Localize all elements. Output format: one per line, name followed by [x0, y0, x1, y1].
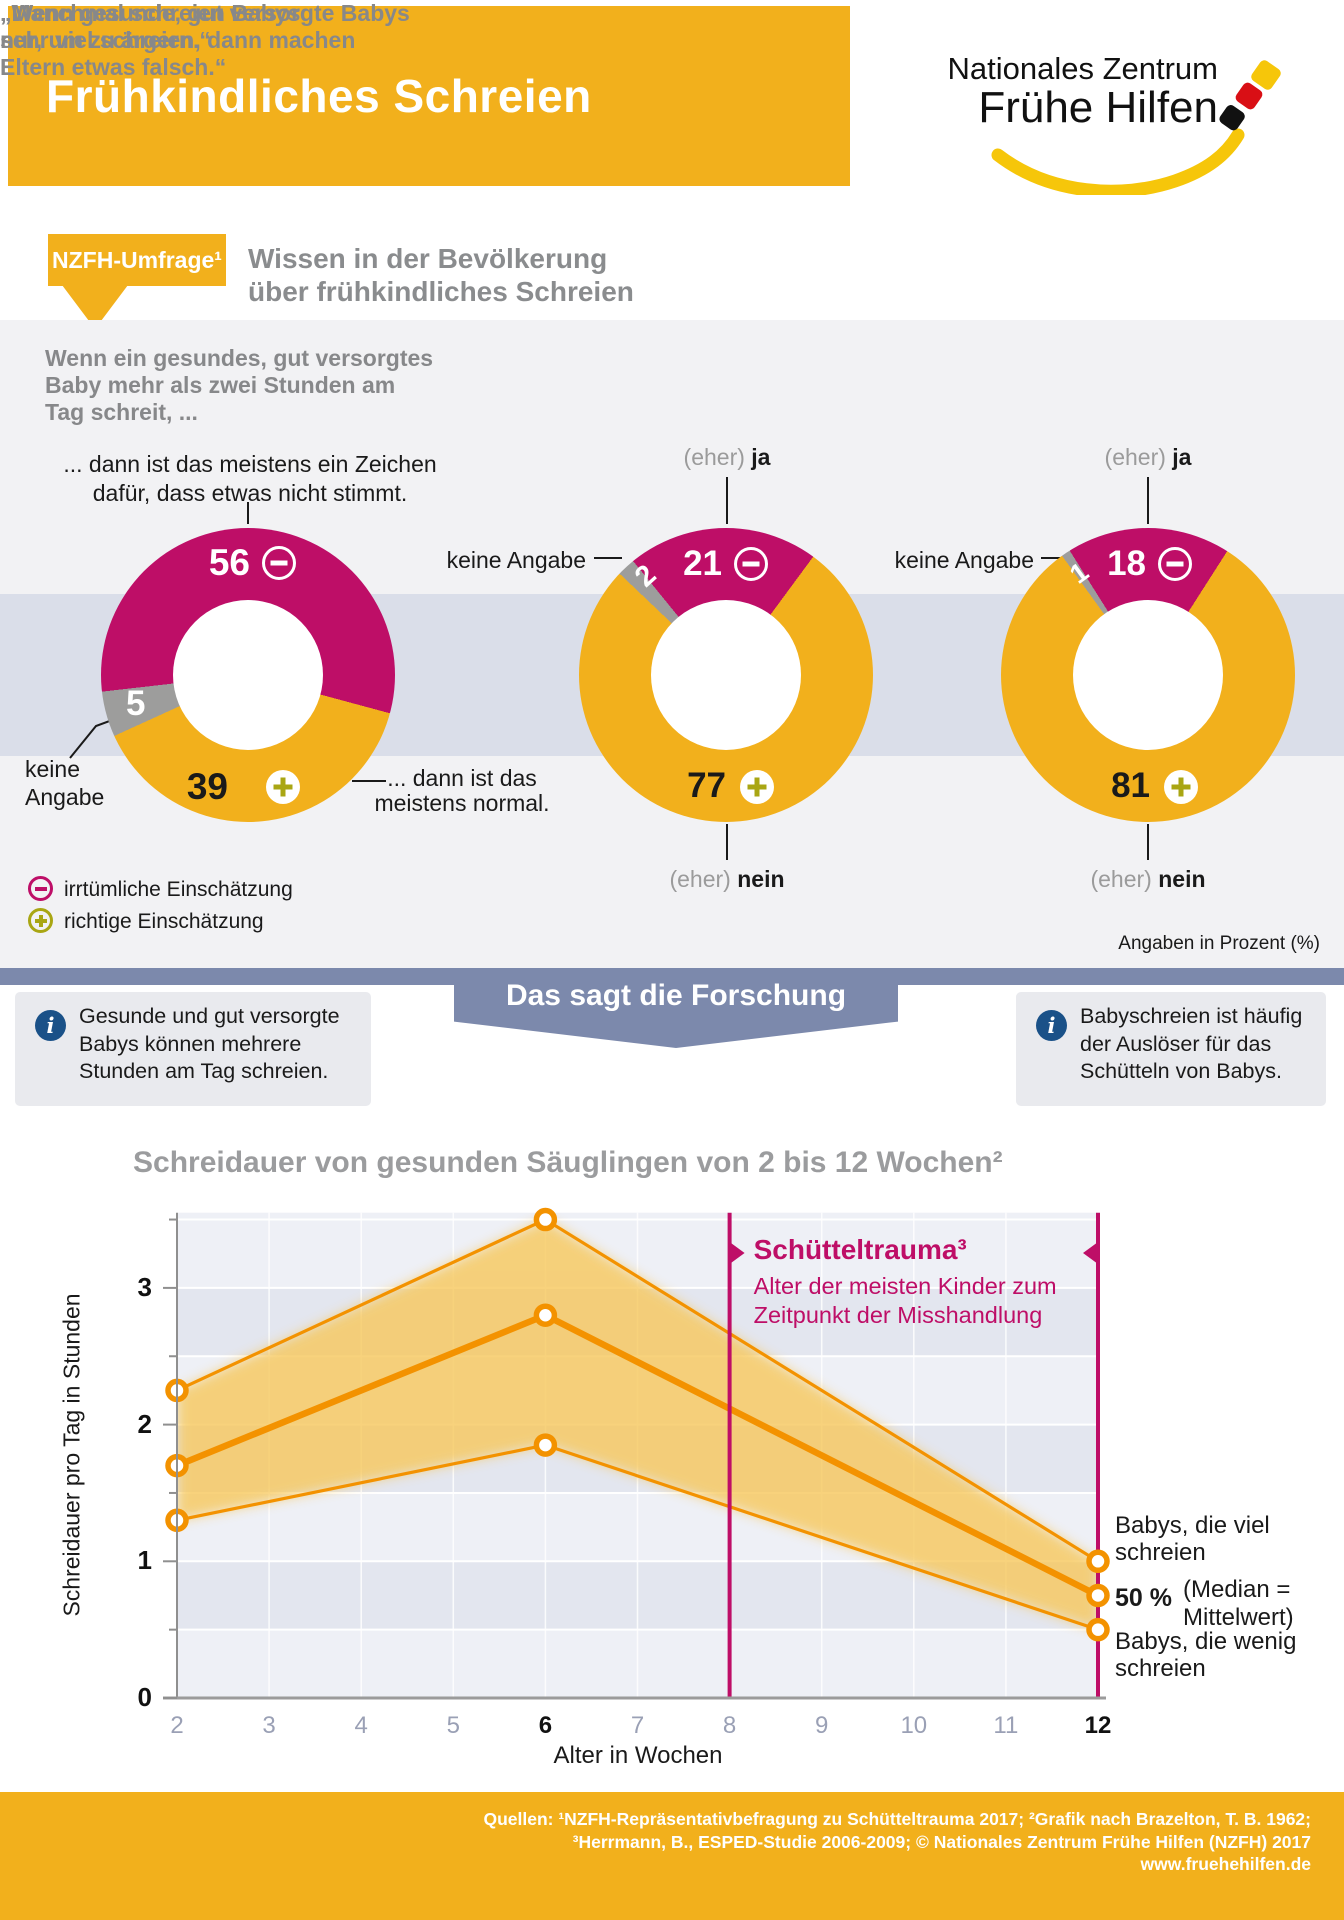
- minus-badge-icon: [1158, 547, 1192, 581]
- donut3-right-value: 81: [1111, 766, 1150, 805]
- question-3: „Manchmal schreien Babys nur, um zu ärge…: [0, 0, 301, 53]
- legend-right-label: richtige Einschätzung: [64, 910, 264, 933]
- page-title: Frühkindliches Schreien: [46, 70, 592, 122]
- x-tick-label: 10: [900, 1712, 928, 1739]
- donut-chart-3: [1001, 528, 1295, 822]
- shaking-trauma-annotation-text: Alter der meisten Kinder zum Zeitpunkt d…: [753, 1273, 1057, 1328]
- chart-title: Schreidauer von gesunden Säuglingen von …: [133, 1146, 1003, 1179]
- survey-heading: Wissen in der Bevölkerung über frühkindl…: [248, 243, 634, 307]
- donut3-wrong-value: 18: [1107, 544, 1146, 583]
- donut2-wrong-value: 21: [683, 544, 722, 583]
- x-tick-label: 12: [1084, 1712, 1112, 1739]
- percent-note: Angaben in Prozent (%): [1118, 933, 1320, 954]
- legend-wrong-label: irrtümliche Einschätzung: [64, 878, 293, 901]
- plus-badge-icon: [740, 770, 774, 804]
- x-axis-label: Alter in Wochen: [553, 1742, 723, 1769]
- logo-line2: Frühe Hilfen: [978, 83, 1218, 132]
- series-label-median-pct: 50 %: [1115, 1584, 1172, 1612]
- series-label-median-paren: (Median = Mittelwert): [1183, 1576, 1294, 1631]
- research-info-box-1: i Gesunde und gut versorgte Babys können…: [15, 992, 371, 1106]
- donut1-wrong-value: 56: [208, 542, 250, 583]
- legend-plus-icon: [28, 908, 53, 933]
- research-info-text-2: Babyschreien ist häufig der Auslöser für…: [1080, 1004, 1303, 1083]
- x-tick-label: 8: [722, 1712, 737, 1739]
- donut1-right-value: 39: [186, 766, 228, 807]
- info-icon: i: [1036, 1010, 1067, 1041]
- x-tick-label: 3: [262, 1712, 276, 1739]
- donut1-keine-angabe-label: keine Angabe: [25, 756, 105, 810]
- donut2-ja-label: (eher) ja: [683, 444, 771, 470]
- logo-swoosh-icon: [991, 60, 1281, 195]
- plus-badge-icon: [1164, 770, 1198, 804]
- header-banner: Frühkindliches Schreien: [8, 6, 850, 186]
- info-icon: i: [35, 1010, 66, 1041]
- series-label-wenig: Babys, die wenig schreien: [1115, 1628, 1297, 1682]
- plus-badge-icon: [266, 770, 300, 804]
- donut3-nein-label: (eher) nein: [1090, 866, 1206, 892]
- research-info-box-2: i Babyschreien ist häufig der Auslöser f…: [1016, 992, 1326, 1106]
- donut2-right-value: 77: [687, 766, 726, 805]
- donut2-nein-label: (eher) nein: [669, 866, 785, 892]
- donut3-ja-label: (eher) ja: [1104, 444, 1192, 470]
- x-tick-label: 4: [354, 1712, 368, 1739]
- donut3-keine-angabe-label: keine Angabe: [894, 547, 1034, 573]
- footer-sources: Quellen: ¹NZFH-Repräsentativbefragung zu…: [483, 1809, 1311, 1874]
- donut-chart-2: [579, 528, 873, 822]
- x-tick-label: 9: [815, 1712, 829, 1739]
- x-tick-label: 5: [446, 1712, 460, 1739]
- series-label-viel: Babys, die viel schreien: [1115, 1512, 1270, 1566]
- research-banner: Das sagt die Forschung: [454, 968, 898, 1048]
- crying-duration-line-chart: [163, 1207, 1110, 1700]
- survey-tag: NZFH-Umfrage¹: [48, 234, 226, 286]
- x-tick-label: 6: [538, 1712, 553, 1739]
- donut2-keine-angabe-label: keine Angabe: [446, 547, 586, 573]
- y-tick-label: 1: [137, 1545, 152, 1576]
- minus-badge-icon: [262, 546, 296, 580]
- y-tick-label: 0: [137, 1682, 152, 1712]
- question-2: „Wenn gesunde, gut versorgte Babys sehr …: [0, 0, 410, 80]
- donut1-none-value: 5: [126, 684, 146, 723]
- y-tick-label: 3: [137, 1271, 152, 1302]
- donut1-answer-right-label: ... dann ist das meistens normal.: [374, 765, 550, 816]
- shaking-trauma-annotation-title: Schütteltrauma³: [753, 1234, 967, 1265]
- minus-badge-icon: [734, 547, 768, 581]
- x-tick-label: 11: [993, 1712, 1019, 1739]
- x-tick-label: 7: [630, 1712, 645, 1739]
- y-axis-label: Schreidauer pro Tag in Stunden: [58, 1293, 85, 1617]
- x-tick-label: 2: [170, 1712, 184, 1739]
- donut-chart-1: [101, 528, 395, 822]
- legend-minus-icon: [28, 876, 53, 901]
- research-info-text-1: Gesunde und gut versorgte Babys können m…: [79, 1004, 340, 1083]
- footer-source-bar: Quellen: ¹NZFH-Repräsentativbefragung zu…: [0, 1792, 1344, 1920]
- nzfh-logo: Nationales Zentrum Frühe Hilfen: [850, 52, 1218, 131]
- y-tick-label: 2: [137, 1408, 152, 1439]
- donut1-answer-wrong-label: ... dann ist das meistens ein Zeichen da…: [63, 451, 437, 506]
- logo-line1: Nationales Zentrum: [947, 51, 1218, 86]
- question-1: Wenn ein gesundes, gut versorgtes Baby m…: [45, 345, 434, 425]
